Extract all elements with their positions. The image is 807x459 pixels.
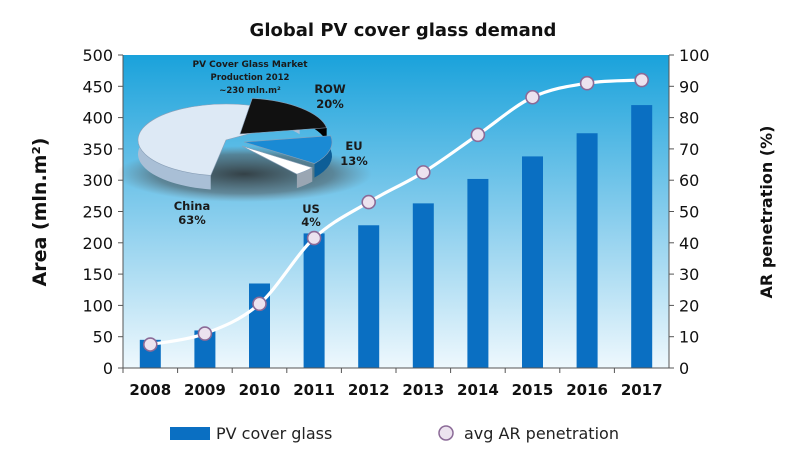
x-tick-label: 2012 (348, 381, 390, 399)
x-tick-label: 2014 (457, 381, 499, 399)
y-tick-label: 300 (82, 171, 113, 190)
y2-tick-label: 70 (679, 140, 699, 159)
y-tick-label: 500 (82, 46, 113, 65)
pie-title: PV Cover Glass Market (192, 60, 308, 70)
pie-value-us: 4% (301, 215, 321, 229)
pie-slice-side (296, 167, 313, 189)
pie-value-row: 20% (316, 97, 344, 111)
bar (576, 133, 598, 368)
line-point (361, 194, 377, 210)
pie-label-eu: EU (345, 139, 362, 153)
pie-note: ~230 mln.m² (219, 86, 281, 96)
line-series (143, 72, 650, 352)
pie-label-us: US (302, 202, 320, 216)
y2-tick-label: 90 (679, 77, 699, 96)
axes: 0 50 100 150 200 250 300 350 400 450 500 0 10 20 30 40 5… (82, 46, 709, 399)
x-tick-label: 2017 (621, 381, 663, 399)
line-point (525, 89, 540, 105)
pie-slice-us (241, 145, 314, 189)
line-point (470, 127, 486, 143)
y2-tick-label: 30 (679, 265, 699, 284)
y2-tick-label: 80 (679, 109, 699, 128)
chart-title: Global PV cover glass demand (250, 20, 557, 41)
y-tick-label: 100 (82, 296, 113, 315)
y-tick-label: 350 (82, 140, 113, 159)
line-point (634, 72, 650, 88)
x-tick-label: 2016 (566, 381, 608, 399)
pie-value-eu: 13% (340, 154, 368, 168)
legend-swatch-bars (170, 427, 210, 440)
bar (522, 156, 543, 368)
inset-pie: PV Cover Glass Market Production 2012 ~230… (116, 60, 372, 229)
line-point (415, 165, 431, 180)
legend-label-line: avg AR penetration (464, 424, 619, 443)
pie-slice-side (314, 135, 333, 178)
y-tick-label: 150 (82, 265, 113, 284)
x-tick-label: 2008 (129, 381, 171, 399)
y-tick-label: 250 (82, 203, 113, 222)
line-point (579, 75, 595, 91)
pie-slice-row (239, 98, 328, 142)
line-point (143, 337, 158, 352)
x-tick-label: 2013 (402, 381, 444, 399)
y-tick-label: 400 (82, 109, 113, 128)
bar (631, 105, 653, 368)
line-point (252, 296, 267, 312)
y2-tick-label: 20 (679, 296, 699, 315)
pie-slice-eu (243, 135, 333, 178)
bar-series (139, 105, 653, 368)
y-axis-title: Area (mln.m²) (29, 138, 51, 287)
pie-subtitle: Production 2012 (211, 73, 290, 83)
pie-slice-top (243, 135, 333, 164)
y2-tick-label: 100 (679, 46, 710, 65)
pie-value-china: 63% (178, 213, 206, 227)
x-tick-label: 2009 (184, 381, 226, 399)
bar (358, 225, 380, 368)
bar (303, 233, 325, 368)
y-tick-label: 50 (93, 328, 113, 347)
pie-label-china: China (174, 199, 211, 213)
legend-label-bars: PV cover glass (216, 424, 332, 443)
y2-tick-label: 60 (679, 171, 699, 190)
y-tick-label: 450 (82, 77, 113, 96)
line-point (306, 230, 322, 246)
x-tick-label: 2011 (293, 381, 335, 399)
y2-axis-title: AR penetration (%) (757, 126, 776, 299)
legend-marker-line (438, 425, 454, 441)
y2-tick-label: 10 (679, 328, 699, 347)
pie-label-row: ROW (314, 82, 346, 96)
bar (412, 203, 434, 368)
y2-tick-label: 40 (679, 234, 699, 253)
legend: PV cover glass avg AR penetration (170, 424, 619, 443)
pie-slice-top (241, 145, 314, 175)
x-tick-label: 2010 (239, 381, 281, 399)
pie-slice-top (239, 98, 328, 135)
y-tick-label: 200 (82, 234, 113, 253)
line-point (197, 326, 213, 341)
y-tick-label: 0 (103, 359, 113, 378)
bar (194, 330, 216, 368)
bar (467, 178, 489, 368)
y2-tick-label: 0 (679, 359, 689, 378)
y2-tick-label: 50 (679, 203, 699, 222)
series-line (149, 78, 642, 347)
x-tick-label: 2015 (512, 381, 554, 399)
